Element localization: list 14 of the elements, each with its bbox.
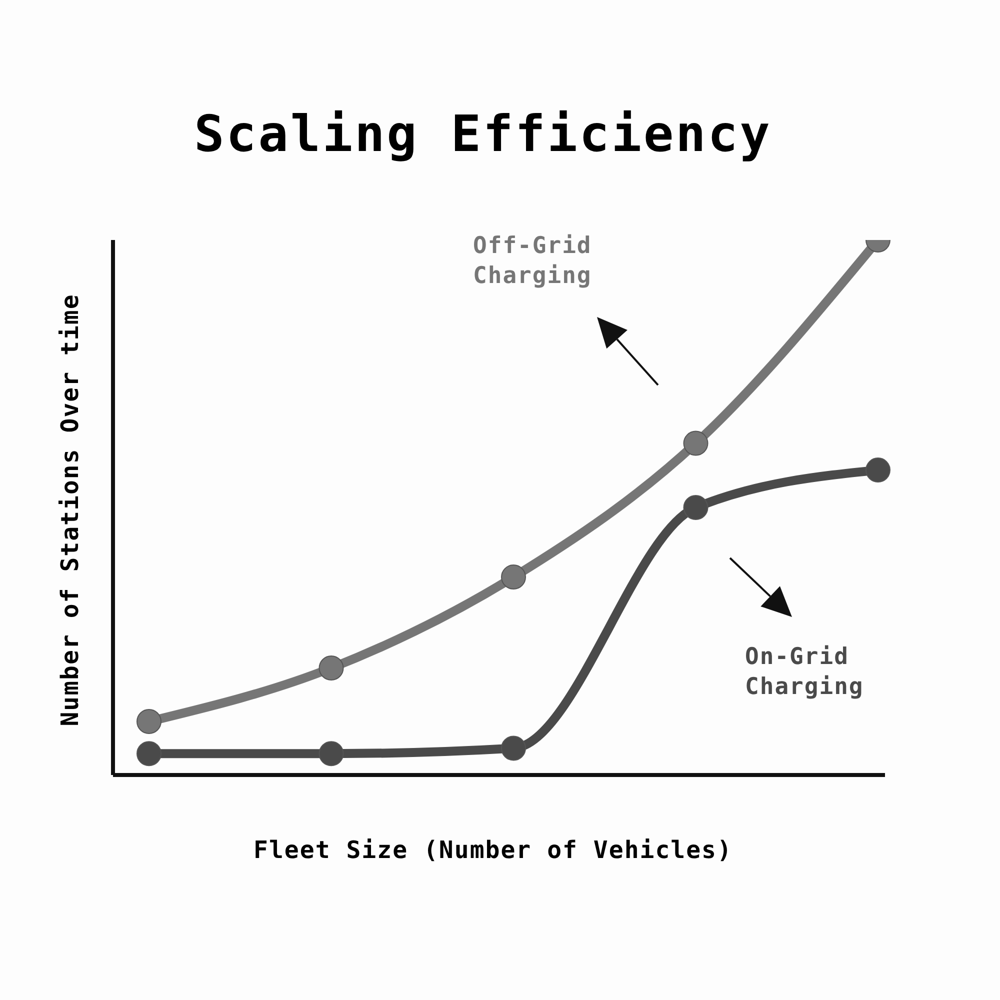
point [501, 736, 526, 761]
text: Off-Grid Charging [473, 233, 592, 289]
point [136, 741, 162, 766]
point [136, 709, 162, 734]
point [683, 430, 708, 456]
text: On-Grid Charging [745, 644, 864, 700]
point [318, 656, 344, 680]
point [866, 458, 890, 483]
point [501, 564, 526, 590]
y-axis-title: Number of Stations Over time [56, 294, 84, 726]
point [318, 741, 344, 766]
point [683, 495, 708, 520]
chart-title: Scaling Efficiency [193, 105, 773, 163]
x-axis-title: Fleet Size (Number of Vehicles) [252, 836, 734, 864]
